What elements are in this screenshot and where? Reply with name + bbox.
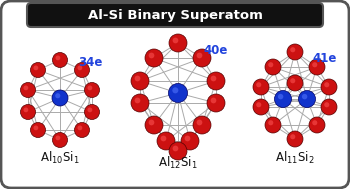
Circle shape [172,87,178,93]
Circle shape [290,134,295,139]
Circle shape [157,132,175,150]
Circle shape [256,82,261,87]
Text: Al-Si Binary Superatom: Al-Si Binary Superatom [88,9,262,22]
Text: 34e: 34e [78,57,102,70]
Circle shape [55,93,60,98]
Circle shape [324,82,329,87]
Circle shape [207,94,225,112]
Circle shape [84,83,99,98]
Text: Al$_{10}$Si$_{1}$: Al$_{10}$Si$_{1}$ [40,150,80,166]
Circle shape [207,72,225,90]
Circle shape [23,85,28,90]
Circle shape [287,75,303,91]
Text: Al$_{11}$Si$_{2}$: Al$_{11}$Si$_{2}$ [275,150,315,166]
Circle shape [268,62,273,67]
Circle shape [253,99,269,115]
Circle shape [135,76,140,81]
Circle shape [193,49,211,67]
Circle shape [169,34,187,52]
Circle shape [135,98,140,103]
Circle shape [197,53,202,58]
Circle shape [265,117,281,133]
Circle shape [77,125,82,130]
Circle shape [278,94,284,99]
Circle shape [161,136,166,141]
Circle shape [52,132,68,147]
Circle shape [169,142,187,160]
Circle shape [77,66,82,70]
Circle shape [52,53,68,67]
Text: 41e: 41e [313,53,337,66]
Circle shape [302,94,307,99]
FancyBboxPatch shape [27,3,323,27]
Circle shape [168,84,188,102]
Circle shape [88,108,92,112]
Circle shape [184,136,190,141]
Circle shape [75,122,90,138]
Circle shape [56,136,60,140]
Circle shape [290,78,295,83]
Circle shape [56,56,60,60]
Circle shape [268,120,273,125]
Circle shape [256,102,261,107]
Circle shape [173,146,179,151]
Circle shape [34,125,38,130]
Text: 40e: 40e [204,44,228,57]
Circle shape [149,53,154,58]
Circle shape [131,72,149,90]
Circle shape [287,44,303,60]
Circle shape [324,102,329,107]
Circle shape [290,47,295,52]
Circle shape [30,122,46,138]
Circle shape [197,120,202,125]
Circle shape [312,62,317,67]
Circle shape [211,76,216,81]
Circle shape [265,59,281,75]
Circle shape [309,117,325,133]
Circle shape [21,105,35,119]
Circle shape [52,90,68,106]
Circle shape [145,116,163,134]
Circle shape [75,63,90,77]
Circle shape [173,38,179,43]
Circle shape [193,116,211,134]
Circle shape [23,108,28,112]
Circle shape [211,98,216,103]
Circle shape [34,66,38,70]
Text: Al$_{12}$Si$_{1}$: Al$_{12}$Si$_{1}$ [158,155,198,171]
Circle shape [321,99,337,115]
Circle shape [149,120,154,125]
Circle shape [84,105,99,119]
Circle shape [321,79,337,95]
Circle shape [287,131,303,147]
Circle shape [312,120,317,125]
Circle shape [299,91,315,108]
Circle shape [309,59,325,75]
Circle shape [131,94,149,112]
Circle shape [181,132,199,150]
Circle shape [274,91,292,108]
Circle shape [30,63,46,77]
Circle shape [88,85,92,90]
Circle shape [145,49,163,67]
Circle shape [21,83,35,98]
Circle shape [253,79,269,95]
